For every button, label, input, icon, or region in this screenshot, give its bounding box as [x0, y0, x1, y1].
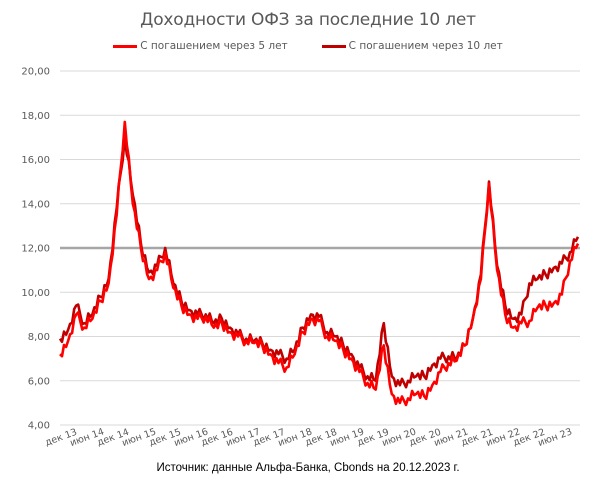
series-lines [58, 120, 580, 407]
line-10y [58, 136, 580, 389]
legend: С погашением через 5 лет С погашением че… [0, 40, 616, 52]
legend-label-5y: С погашением через 5 лет [140, 40, 288, 52]
chart-title: Доходности ОФЗ за последние 10 лет [140, 10, 476, 30]
legend-item-5y: С погашением через 5 лет [113, 40, 288, 52]
y-tick-label: 18,00 [21, 111, 50, 122]
line-5y [59, 120, 580, 407]
y-tick-label: 12,00 [21, 244, 50, 255]
y-tick-label: 14,00 [21, 199, 50, 210]
y-tick-label: 8,00 [28, 332, 50, 343]
source-note: Источник: данные Альфа-Банка, Cbonds на … [156, 462, 460, 474]
plot-area: 4,00 6,00 8,00 10,00 12,00 14,00 16,00 18,00 20,… [21, 67, 580, 449]
y-tick-label: 20,00 [21, 67, 50, 78]
y-tick-label: 6,00 [28, 376, 50, 387]
legend-label-10y: С погашением через 10 лет [348, 40, 503, 52]
legend-swatch-10y [321, 44, 346, 48]
y-tick-label: 16,00 [21, 155, 50, 166]
legend-item-10y: С погашением через 10 лет [321, 40, 503, 52]
y-axis-labels: 4,00 6,00 8,00 10,00 12,00 14,00 16,00 18,00 20,… [21, 67, 50, 432]
legend-swatch-5y [113, 44, 138, 48]
y-tick-label: 4,00 [28, 421, 50, 432]
y-tick-label: 10,00 [21, 288, 50, 299]
